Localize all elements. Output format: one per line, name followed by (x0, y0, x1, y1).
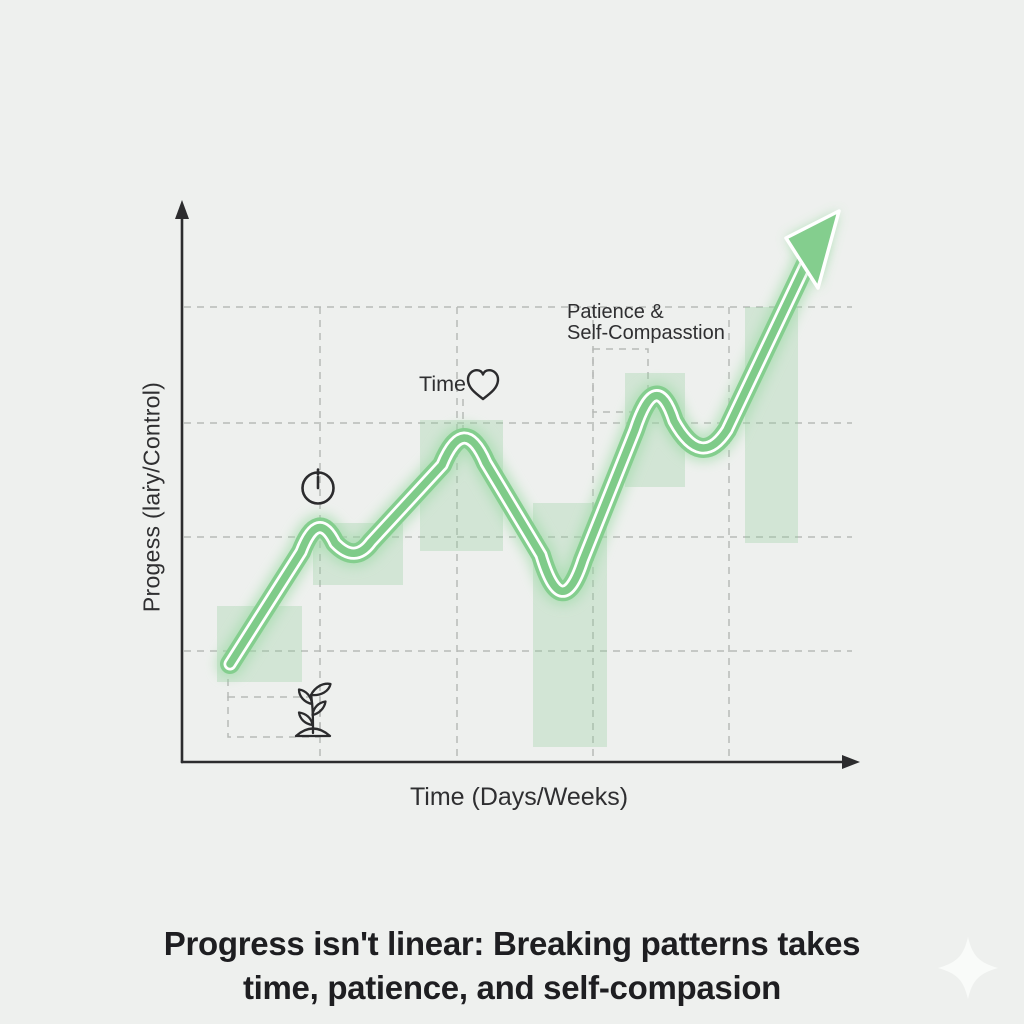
annotation-patience: Patience & Self-Compasstion (567, 302, 725, 344)
arrow-head (784, 209, 841, 290)
progress-line-casing (223, 242, 820, 671)
y-axis-label: Progess (laṙy/Control) (138, 381, 165, 613)
dashed-box (227, 696, 321, 738)
caption-line2: time, patience, and self-compasion (242, 968, 782, 1006)
chart-layer (175, 200, 860, 769)
annotation-time: Time (419, 372, 466, 396)
x-axis-label: Time (Days/Weeks) (409, 783, 629, 811)
annotation-patience-line1: Patience & (567, 301, 664, 323)
heart-icon (466, 369, 500, 401)
y-axis-arrow (175, 200, 189, 219)
sprout-icon (294, 682, 332, 738)
x-axis-arrow (842, 755, 860, 769)
caption: Progress isn't linear: Breaking patterns… (0, 922, 1024, 1009)
progress-line (220, 239, 823, 674)
annotation-patience-line2: Self-Compasstion (567, 322, 725, 344)
progress-line-glow (216, 235, 827, 678)
sparkle-icon (938, 937, 998, 999)
caption-line1: Progress isn't linear: Breaking patterns… (163, 925, 861, 962)
clock-icon (301, 468, 335, 505)
dashed-box (592, 348, 649, 413)
progress-line-core (226, 245, 817, 668)
